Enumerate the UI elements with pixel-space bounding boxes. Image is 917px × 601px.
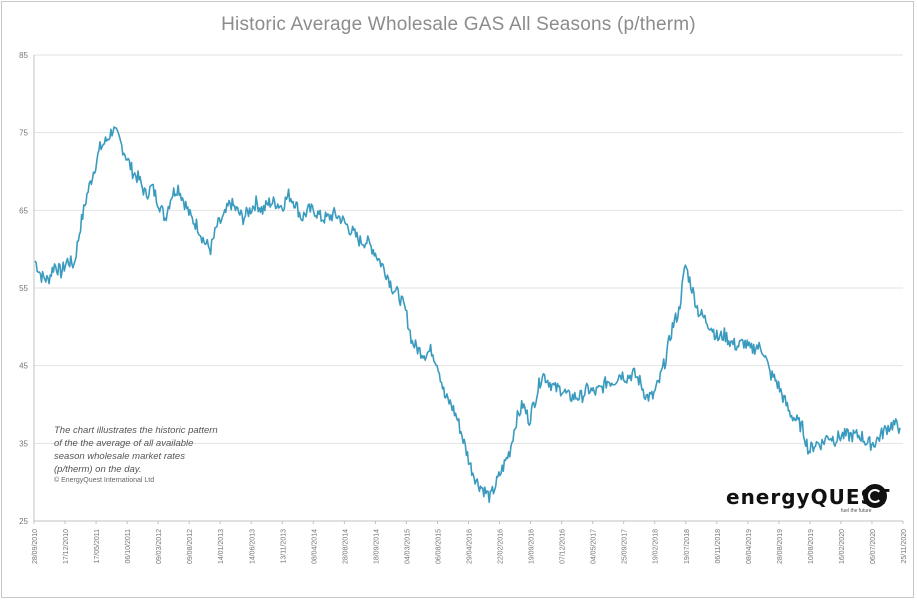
logo-wordmark: energyQUEST <box>726 485 891 509</box>
copyright-text: © EnergyQuest International Ltd <box>54 477 155 484</box>
x-tick-label: 06/07/2020 <box>870 529 877 564</box>
x-tick-label: 14/01/2013 <box>218 529 225 564</box>
series-line <box>34 126 901 503</box>
annotation-line: (p/therm) on the day. <box>54 464 142 475</box>
logo-tagline: fuel the future <box>841 508 872 514</box>
x-tick-labels: 28/09/2010 17/12/2010 17/05/2011 06/10/2011… <box>32 521 908 564</box>
x-tick-label: 06/08/2015 <box>435 529 442 564</box>
x-tick-label: 19/02/2018 <box>653 529 660 564</box>
y-tick-label: 75 <box>19 129 28 138</box>
x-tick-label: 28/08/2019 <box>777 529 784 564</box>
annotation-line: The chart illustrates the historic patte… <box>54 425 218 436</box>
x-tick-label: 19/07/2018 <box>684 529 691 564</box>
x-tick-label: 06/11/2018 <box>715 529 722 564</box>
y-tick-label: 65 <box>19 206 28 215</box>
x-tick-label: 19/09/2016 <box>529 529 536 564</box>
y-tick-label: 25 <box>19 517 28 526</box>
x-tick-label: 06/10/2011 <box>125 529 132 564</box>
y-tick-label: 85 <box>19 51 28 60</box>
x-tick-label: 28/09/2010 <box>32 529 39 564</box>
x-tick-label: 13/11/2013 <box>280 529 287 564</box>
logo-swirl-icon <box>863 484 887 508</box>
x-tick-label: 18/09/2014 <box>373 529 380 564</box>
x-tick-label: 25/11/2020 <box>901 529 908 564</box>
energyquest-logo: energyQUEST fuel the future <box>726 484 896 519</box>
x-tick-label: 25/09/2017 <box>622 529 629 564</box>
x-tick-label: 10/08/2019 <box>808 529 815 564</box>
x-tick-label: 16/02/2020 <box>839 529 846 564</box>
y-tick-label: 35 <box>19 439 28 448</box>
x-tick-label: 09/03/2012 <box>156 529 163 564</box>
x-tick-label: 14/06/2013 <box>249 529 256 564</box>
y-tick-label: 45 <box>19 362 28 371</box>
annotation-line: of the the average of all available <box>54 438 194 449</box>
x-tick-label: 09/08/2012 <box>187 529 194 564</box>
x-tick-label: 17/12/2010 <box>63 529 70 564</box>
annotation-line: season wholesale market rates <box>54 451 185 462</box>
x-tick-label: 04/05/2017 <box>591 529 598 564</box>
x-tick-label: 08/04/2019 <box>746 529 753 564</box>
x-tick-label: 29/04/2016 <box>467 529 474 564</box>
x-tick-label: 22/02/2016 <box>498 529 505 564</box>
x-tick-label: 28/08/2014 <box>342 529 349 564</box>
grid-lines <box>34 54 903 444</box>
x-tick-label: 04/03/2015 <box>404 529 411 564</box>
chart-title: Historic Average Wholesale GAS All Seaso… <box>221 14 696 35</box>
x-tick-label: 07/12/2016 <box>560 529 567 564</box>
x-tick-label: 08/04/2014 <box>311 529 318 564</box>
y-tick-labels: 25 35 45 55 65 75 85 <box>19 51 28 526</box>
y-tick-label: 55 <box>19 284 28 293</box>
x-tick-label: 17/05/2011 <box>94 529 101 564</box>
chart-annotation: The chart illustrates the historic patte… <box>54 424 284 486</box>
